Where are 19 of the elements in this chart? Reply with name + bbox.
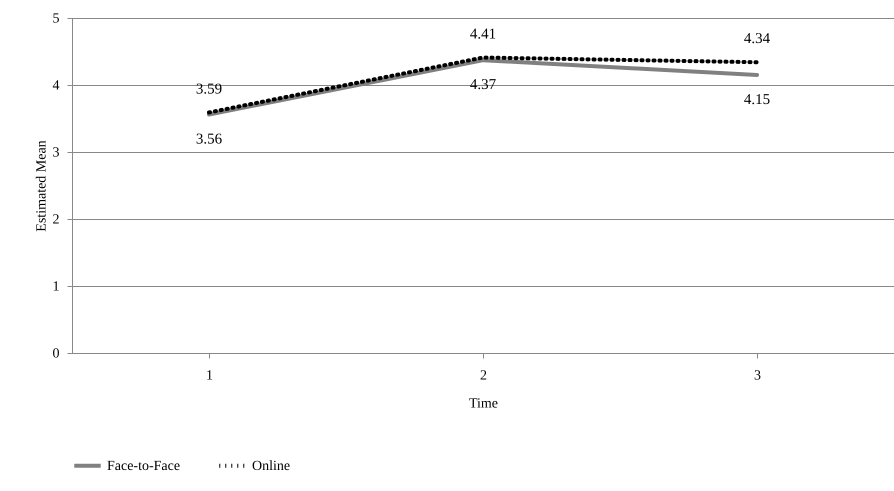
- data-label: 4.34: [744, 31, 771, 48]
- x-tick-label: 2: [480, 368, 487, 384]
- y-axis-title: Estimated Mean: [34, 140, 50, 232]
- y-tick-label: 5: [52, 12, 60, 26]
- legend-label: Online: [252, 458, 290, 474]
- y-tick-label: 3: [52, 146, 60, 160]
- legend-label: Face-to-Face: [107, 458, 180, 474]
- y-tick-label: 1: [52, 280, 60, 294]
- x-axis-title: Time: [468, 396, 498, 412]
- y-tick-label: 2: [52, 212, 60, 228]
- data-label: 3.56: [196, 131, 223, 148]
- data-label: 3.59: [196, 81, 222, 98]
- y-tick-label: 0: [52, 346, 60, 362]
- y-tick-label: 4: [52, 78, 60, 94]
- x-tick-label: 1: [206, 368, 213, 384]
- x-tick-label: 3: [754, 368, 761, 384]
- data-label: 4.41: [470, 26, 496, 43]
- data-label: 4.37: [470, 77, 497, 94]
- data-label: 4.15: [744, 92, 770, 108]
